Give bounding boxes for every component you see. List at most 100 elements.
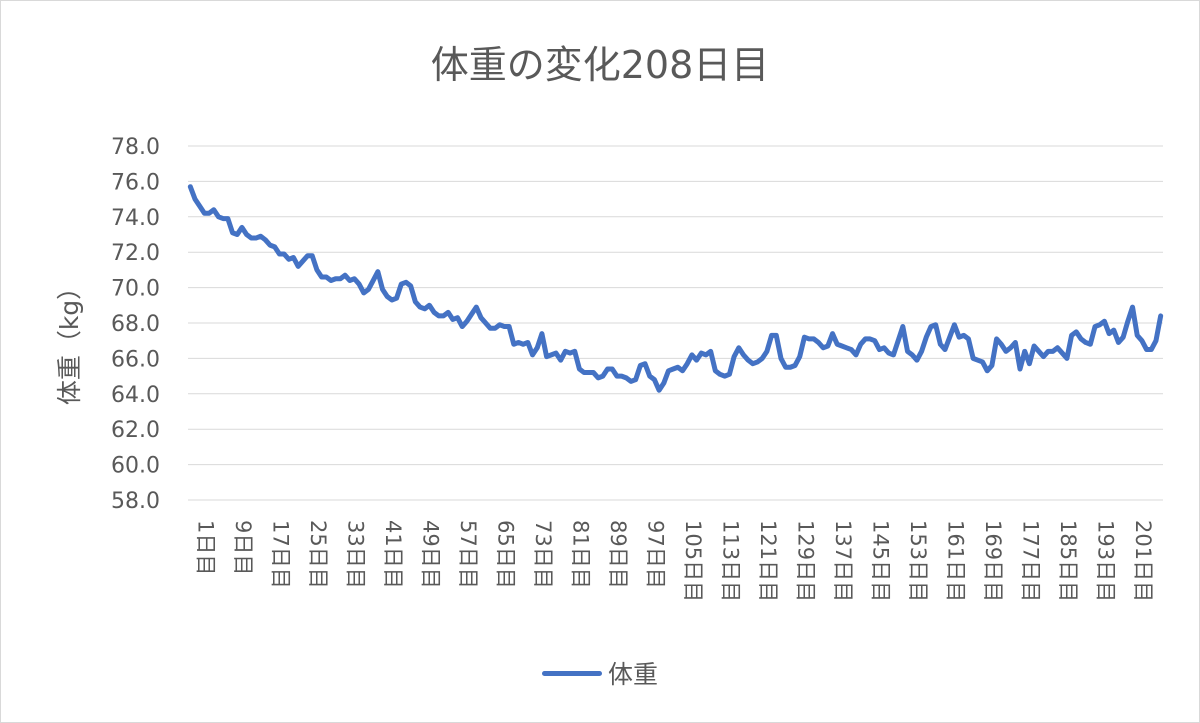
data-point: [1112, 328, 1116, 332]
x-tick-label: 193日目: [1093, 520, 1117, 602]
data-point: [620, 374, 624, 378]
data-point: [306, 254, 310, 258]
data-point: [456, 316, 460, 320]
data-point: [681, 369, 685, 373]
data-point: [484, 321, 488, 325]
x-tick-label: 153日目: [906, 520, 930, 602]
data-point: [479, 316, 483, 320]
data-point: [606, 367, 610, 371]
data-point: [1065, 356, 1069, 360]
x-tick-label: 65日目: [493, 520, 517, 589]
data-point: [1037, 349, 1041, 353]
data-point: [765, 349, 769, 353]
data-point: [924, 335, 928, 339]
data-point: [779, 356, 783, 360]
data-point: [610, 367, 614, 371]
data-point: [704, 353, 708, 357]
data-point: [474, 305, 478, 309]
data-point: [498, 323, 502, 327]
data-point: [615, 374, 619, 378]
y-tick-labels: 58.0 60.0 62.0 64.0 66.0 68.0 70.0 72.0 74.0 76.0…: [111, 135, 160, 514]
y-tick-label: 66.0: [111, 347, 160, 372]
data-point: [943, 348, 947, 352]
data-point: [624, 376, 628, 380]
data-point: [437, 314, 441, 318]
data-point: [976, 358, 980, 362]
data-point: [709, 349, 713, 353]
data-point: [563, 349, 567, 353]
data-point: [877, 348, 881, 352]
data-point: [966, 337, 970, 341]
data-point: [981, 360, 985, 364]
data-point: [277, 252, 281, 256]
data-point: [1126, 319, 1130, 323]
data-point: [235, 233, 239, 237]
data-point: [938, 342, 942, 346]
data-point: [357, 282, 361, 286]
data-point: [1145, 348, 1149, 352]
x-tick-label: 89日目: [606, 520, 630, 589]
x-tick-label: 73日目: [531, 520, 555, 589]
data-point: [240, 225, 244, 229]
data-point: [831, 332, 835, 336]
data-point: [1051, 349, 1055, 353]
data-point: [404, 280, 408, 284]
x-tick-label: 41日目: [381, 520, 405, 589]
data-point: [591, 371, 595, 375]
data-point: [835, 342, 839, 346]
data-point: [920, 349, 924, 353]
gridlines: [188, 145, 1163, 501]
x-tick-label: 1日目: [193, 520, 217, 575]
data-point: [1102, 319, 1106, 323]
y-tick-label: 78.0: [111, 135, 160, 160]
data-point: [802, 335, 806, 339]
data-point: [249, 236, 253, 240]
x-tick-label: 25日目: [306, 520, 330, 589]
data-point: [952, 323, 956, 327]
data-point: [545, 355, 549, 359]
data-point: [521, 342, 525, 346]
data-point: [596, 376, 600, 380]
data-point: [1084, 340, 1088, 344]
data-point: [760, 356, 764, 360]
data-point: [915, 358, 919, 362]
data-point: [732, 355, 736, 359]
data-point: [231, 231, 235, 235]
data-point: [1013, 340, 1017, 344]
x-tick-label: 185日目: [1056, 520, 1080, 602]
data-point: [531, 353, 535, 357]
data-point: [202, 211, 206, 215]
data-point: [770, 333, 774, 337]
y-tick-label: 62.0: [111, 418, 160, 443]
data-point: [737, 346, 741, 350]
data-point: [1027, 362, 1031, 366]
data-point: [1149, 348, 1153, 352]
data-point: [882, 346, 886, 350]
data-point: [381, 287, 385, 291]
x-tick-label: 121日目: [756, 520, 780, 602]
series-layer: [187, 184, 1164, 393]
data-point: [666, 369, 670, 373]
data-point: [226, 217, 230, 221]
data-point: [282, 252, 286, 256]
data-point: [395, 296, 399, 300]
data-point: [470, 312, 474, 316]
data-point: [826, 344, 830, 348]
y-tick-label: 72.0: [111, 241, 160, 266]
data-point: [995, 337, 999, 341]
legend-swatch: [541, 670, 602, 676]
chart-title: 体重の変化208日目: [430, 43, 770, 87]
x-tick-labels: 1日目 9日目 17日目 25日目 33日目 41日目 49日目 57日目 65日目 73日目 81…: [193, 520, 1155, 602]
data-point: [320, 275, 324, 279]
data-point: [816, 340, 820, 344]
data-point: [451, 317, 455, 321]
data-point: [990, 363, 994, 367]
data-point: [1140, 339, 1144, 343]
data-point: [896, 339, 900, 343]
y-tick-label: 76.0: [111, 170, 160, 195]
data-point: [559, 358, 563, 362]
x-tick-label: 169日目: [981, 520, 1005, 602]
data-point: [371, 279, 375, 283]
